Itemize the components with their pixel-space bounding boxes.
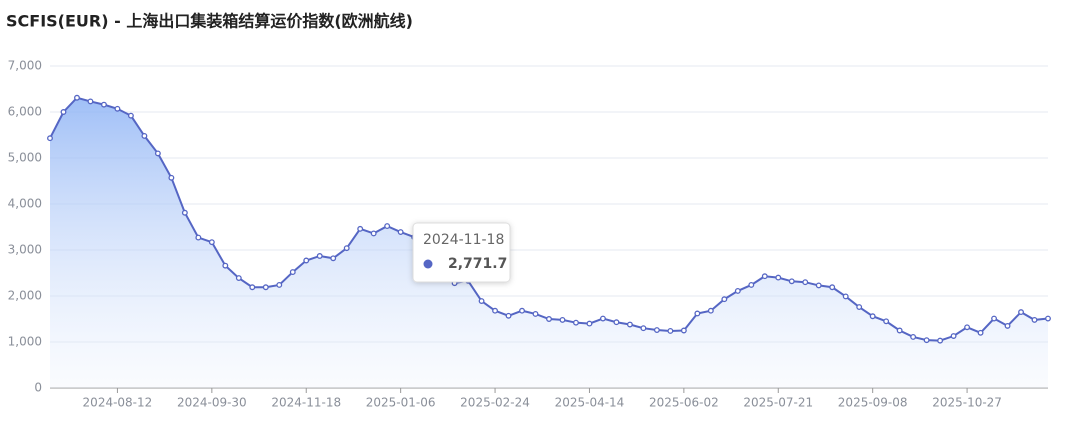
point xyxy=(154,150,161,157)
point xyxy=(222,262,229,269)
x-tick-label: 2025-07-21 xyxy=(743,396,813,410)
point xyxy=(573,319,579,326)
point xyxy=(653,327,660,333)
point xyxy=(950,333,957,339)
point xyxy=(384,223,391,230)
tooltip-value: 2,771.7 xyxy=(448,256,507,272)
point xyxy=(748,282,755,288)
y-tick-label: 0 xyxy=(34,381,42,395)
point xyxy=(802,279,809,286)
point xyxy=(815,282,822,289)
x-tick-label: 2025-06-02 xyxy=(649,396,719,410)
point xyxy=(141,132,148,139)
point xyxy=(991,315,998,322)
point xyxy=(694,310,701,317)
point xyxy=(667,328,674,334)
x-tick-label: 2024-11-18 xyxy=(271,396,341,410)
point xyxy=(289,269,296,276)
point xyxy=(1031,316,1038,323)
point xyxy=(559,316,566,323)
x-tick-label: 2025-02-24 xyxy=(460,396,530,410)
point xyxy=(626,321,633,328)
point xyxy=(761,273,768,280)
point xyxy=(195,234,202,241)
point xyxy=(829,284,836,291)
point xyxy=(478,298,485,305)
point xyxy=(842,293,849,300)
point xyxy=(734,287,741,294)
y-tick-label: 4,000 xyxy=(8,197,42,211)
y-tick-label: 7,000 xyxy=(8,59,42,73)
point xyxy=(316,253,323,259)
x-tick-label: 2025-09-08 xyxy=(838,396,908,410)
point xyxy=(680,327,687,334)
point xyxy=(47,135,53,142)
point xyxy=(249,284,256,291)
x-tick-label: 2025-01-06 xyxy=(366,396,436,410)
point xyxy=(869,313,876,320)
tooltip-marker xyxy=(423,259,433,269)
point xyxy=(599,315,606,322)
point xyxy=(856,304,863,310)
point xyxy=(586,320,593,327)
point xyxy=(964,324,971,331)
point xyxy=(330,255,337,262)
point xyxy=(74,94,80,101)
point xyxy=(370,230,377,237)
y-tick-label: 2,000 xyxy=(8,289,42,303)
point xyxy=(613,319,620,326)
point xyxy=(168,174,175,181)
point xyxy=(937,337,944,344)
point xyxy=(127,112,134,119)
point xyxy=(910,333,917,340)
point xyxy=(114,105,121,112)
y-tick-label: 1,000 xyxy=(8,335,42,349)
tooltip: 2024-11-18 2,771.7 xyxy=(412,222,511,283)
point xyxy=(707,307,714,314)
y-tick-label: 3,000 xyxy=(8,243,42,257)
point xyxy=(181,209,188,216)
point xyxy=(1018,309,1024,316)
point xyxy=(276,282,283,288)
point xyxy=(397,229,404,236)
point xyxy=(357,225,364,232)
x-tick-label: 2024-09-30 xyxy=(177,396,247,410)
point xyxy=(519,307,525,314)
point xyxy=(87,98,94,105)
point xyxy=(640,325,647,332)
point xyxy=(883,318,890,325)
x-tick-label: 2025-04-14 xyxy=(555,396,625,410)
point xyxy=(896,327,903,334)
area xyxy=(50,97,1048,389)
point xyxy=(303,257,310,264)
x-tick-label: 2025-10-27 xyxy=(932,396,1002,410)
point xyxy=(788,278,795,285)
y-tick-label: 5,000 xyxy=(8,151,42,165)
point xyxy=(1004,322,1011,329)
point xyxy=(977,329,984,336)
point xyxy=(923,337,930,344)
chart-title: SCFIS(EUR) - 上海出口集装箱结算运价指数(欧洲航线) xyxy=(6,12,413,31)
y-tick-label: 6,000 xyxy=(8,105,42,119)
point xyxy=(721,296,728,303)
point xyxy=(235,275,242,282)
x-tick-label: 2024-08-12 xyxy=(83,396,153,410)
point xyxy=(262,284,269,291)
point xyxy=(492,307,499,314)
point xyxy=(100,101,107,108)
tooltip-box xyxy=(412,222,511,283)
point xyxy=(60,109,67,115)
point xyxy=(532,310,539,317)
tooltip-date: 2024-11-18 xyxy=(423,232,504,248)
point xyxy=(505,312,512,319)
point xyxy=(1045,315,1051,322)
point xyxy=(343,245,350,252)
point xyxy=(546,316,552,322)
point xyxy=(208,239,215,246)
point xyxy=(775,274,782,281)
